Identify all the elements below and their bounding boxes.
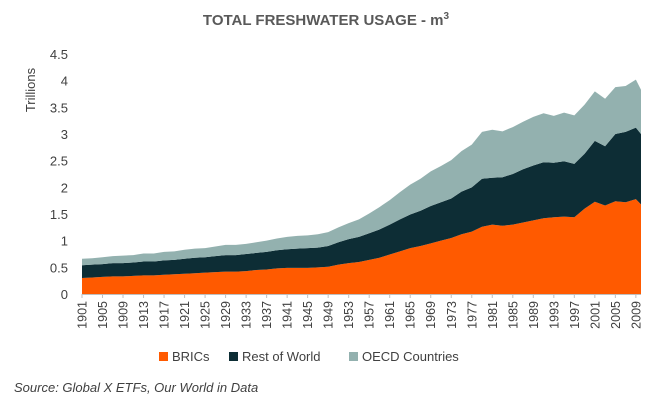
source-note: Source: Global X ETFs, Our World in Data: [14, 380, 258, 395]
y-tick-label: 0: [61, 287, 68, 302]
legend-label: OECD Countries: [362, 349, 459, 364]
x-tick-label: 2009: [629, 301, 643, 329]
x-tick-label: 1993: [547, 301, 561, 329]
area-series-2: [82, 79, 641, 266]
x-tick-label: 1957: [363, 301, 377, 329]
x-tick-label: 1981: [486, 301, 500, 329]
area-series-1: [82, 127, 641, 278]
legend: BRICs Rest of World OECD Countries: [159, 349, 459, 364]
x-tick-label: 1925: [199, 301, 213, 329]
x-tick-label: 1901: [76, 301, 90, 329]
x-tick-label: 1941: [281, 301, 295, 329]
x-tick-label: 2005: [609, 301, 623, 329]
chart-title-text: TOTAL FRESHWATER USAGE - m: [203, 12, 444, 29]
x-tick-label: 1961: [383, 301, 397, 329]
y-tick-label: 4.5: [50, 47, 68, 62]
x-tick-label: 1909: [117, 301, 131, 329]
y-tick-label: 2: [61, 180, 68, 195]
x-tick-label: 1985: [506, 301, 520, 329]
x-tick-label: 1913: [137, 301, 151, 329]
x-tick-label: 1977: [465, 301, 479, 329]
y-tick-label: 1.5: [50, 207, 68, 222]
legend-swatch: [159, 352, 168, 361]
y-axis-ticks: 0 0.5 1 1.5 2 2.5 3 3.5 4 4.5: [50, 47, 68, 302]
y-tick-label: 3: [61, 127, 68, 142]
x-tick-label: 1905: [96, 301, 110, 329]
x-tick-label: 1989: [527, 301, 541, 329]
x-tick-label: 1937: [260, 301, 274, 329]
chart-title: TOTAL FRESHWATER USAGE - m3: [203, 11, 450, 29]
x-tick-label: 1929: [219, 301, 233, 329]
y-tick-label: 3.5: [50, 100, 68, 115]
legend-swatch: [229, 352, 238, 361]
x-tick-label: 1973: [445, 301, 459, 329]
y-tick-label: 0.5: [50, 260, 68, 275]
x-tick-label: 1945: [301, 301, 315, 329]
area-series-0: [82, 199, 641, 294]
legend-label: Rest of World: [242, 349, 321, 364]
x-tick-label: 1949: [322, 301, 336, 329]
x-tick-label: 1921: [178, 301, 192, 329]
y-axis-unit-label: Trillions: [23, 67, 38, 112]
x-axis-ticks: 1901 1905 1909 1913 1917 1921 1925 1929 1933 1937…: [76, 294, 643, 329]
stacked-areas: [82, 79, 641, 294]
legend-swatch: [349, 352, 358, 361]
legend-label: BRICs: [172, 349, 210, 364]
x-tick-label: 1969: [424, 301, 438, 329]
x-tick-label: 1917: [158, 301, 172, 329]
x-tick-label: 1953: [342, 301, 356, 329]
x-tick-label: 1997: [568, 301, 582, 329]
chart-title-superscript: 3: [444, 11, 450, 22]
y-tick-label: 1: [61, 234, 68, 249]
x-tick-label: 1933: [240, 301, 254, 329]
y-tick-label: 4: [61, 74, 68, 89]
x-tick-label: 1965: [404, 301, 418, 329]
x-tick-label: 2001: [588, 301, 602, 329]
y-tick-label: 2.5: [50, 154, 68, 169]
